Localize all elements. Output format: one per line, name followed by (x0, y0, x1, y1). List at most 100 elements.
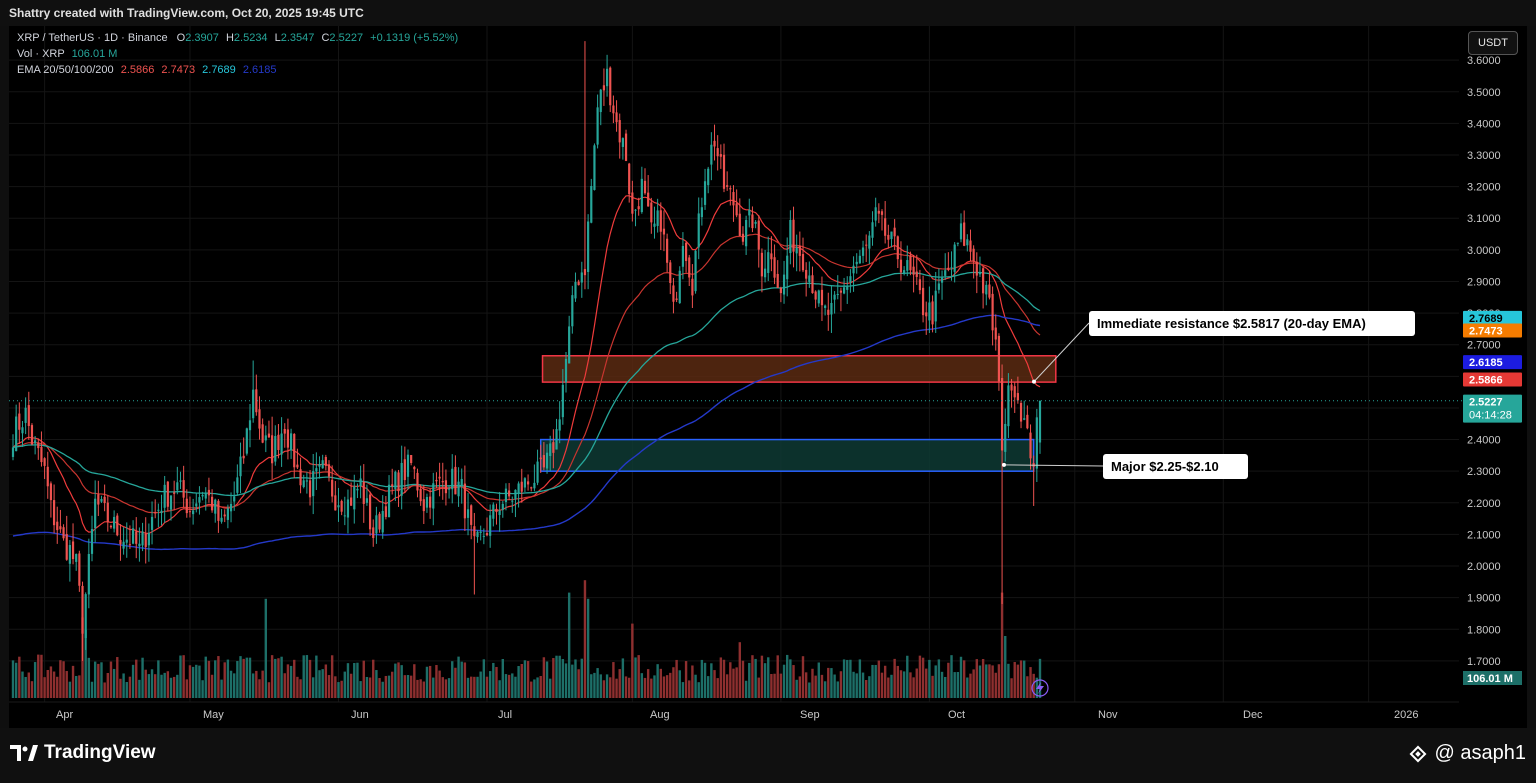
volume-bar (52, 671, 56, 698)
volume-bar (1019, 660, 1023, 698)
volume-bar (163, 672, 166, 698)
chart-header: Shattry created with TradingView.com, Oc… (0, 0, 1536, 26)
volume-bar (422, 681, 425, 698)
candle-body (618, 120, 621, 143)
candle-body (30, 425, 34, 445)
volume-bar (226, 659, 230, 698)
candle-body (163, 484, 166, 508)
volume-bar (432, 677, 435, 698)
volume-bar (1013, 662, 1016, 698)
volume-badge-label: 106.01 M (1467, 673, 1513, 685)
volume-bar (697, 682, 700, 698)
volume-bar (324, 664, 328, 698)
candle-body (255, 389, 258, 413)
candle-body (511, 500, 514, 502)
candle-body (489, 515, 492, 536)
candle-body (874, 207, 877, 221)
support-zone[interactable] (539, 438, 1035, 472)
volume-bar (694, 674, 697, 698)
volume-bar (71, 665, 75, 698)
volume-bar (899, 670, 903, 698)
volume-bar (239, 656, 242, 698)
candle-body (1000, 378, 1004, 451)
footer-bar: TradingView @ asaph1 (0, 728, 1536, 783)
resistance-zone[interactable] (541, 355, 1057, 383)
volume-bar (100, 662, 103, 698)
volume-bar (122, 673, 125, 698)
candle-body (331, 479, 334, 497)
candle-body (49, 483, 53, 501)
candle-body (811, 275, 814, 294)
volume-bar (678, 670, 681, 698)
volume-bar (498, 680, 501, 698)
candle-body (583, 269, 587, 276)
support-annotation-box[interactable] (1103, 454, 1248, 479)
candle-body (454, 466, 457, 495)
lightning-icon[interactable] (1031, 679, 1049, 697)
candle-body (441, 481, 444, 483)
volume-bar (887, 677, 890, 698)
legend-volume-value: 106.01 M (71, 48, 118, 60)
support-annotation-leader (1003, 464, 1104, 467)
price-chart[interactable]: Immediate resistance $2.5817 (20-day EMA… (9, 26, 1527, 728)
volume-bar (349, 673, 353, 698)
price-tick-label: 2.9000 (1467, 276, 1501, 288)
volume-bar (172, 676, 176, 698)
candle-body (492, 504, 495, 519)
volume-bar (688, 680, 691, 698)
candle-body (707, 168, 710, 186)
legend-change: +0.1319 (+5.52%) (370, 32, 459, 44)
tradingview-logo[interactable]: TradingView (10, 742, 156, 764)
candle-body (846, 285, 849, 290)
candle-body (571, 295, 574, 327)
volume-bar (14, 662, 18, 698)
volume-bar (1010, 678, 1013, 698)
volume-bar (368, 677, 372, 698)
tradingview-logo-icon (10, 745, 38, 761)
volume-bar (441, 677, 444, 698)
candle-body (830, 302, 833, 315)
price-tick-label: 3.5000 (1467, 87, 1501, 99)
candle-body (710, 144, 713, 165)
candle-body (564, 358, 568, 383)
volume-bar (56, 676, 59, 698)
volume-bar (150, 669, 154, 698)
price-axis[interactable]: 1.7000 1.8000 1.9000 2.0000 2.1000 2.2000 2.30… (1467, 55, 1501, 668)
candle-body (11, 447, 15, 457)
candle-body (982, 268, 985, 294)
chart-area[interactable]: Immediate resistance $2.5817 (20-day EMA… (9, 26, 1527, 728)
volume-bar (909, 672, 912, 698)
volume-bar (640, 673, 644, 698)
volume-bar (435, 665, 438, 698)
candle-body (647, 192, 650, 207)
candle-body (596, 107, 599, 145)
candle-body (899, 259, 903, 273)
volume-bar (795, 679, 798, 698)
volume-bar (438, 670, 441, 698)
candle-body (429, 496, 432, 508)
price-badge (1463, 372, 1522, 387)
candle-body (934, 290, 937, 322)
ema20-line (12, 195, 1041, 534)
volume-bar (804, 672, 808, 698)
price-tick-label: 2.2000 (1467, 498, 1501, 510)
volume-bar (732, 668, 735, 698)
volume-bar (463, 662, 467, 698)
volume-bar (526, 661, 530, 698)
candle-body (150, 516, 154, 530)
candle-body (419, 489, 422, 502)
candle-body (865, 244, 868, 246)
volume-bar (928, 659, 931, 698)
candle-body (223, 514, 226, 517)
volume-bar (217, 656, 220, 698)
candle-body (201, 494, 204, 497)
candle-body (757, 220, 760, 250)
candle-body (154, 512, 157, 514)
resistance-annotation-box[interactable] (1089, 311, 1415, 336)
candle-body (192, 510, 195, 515)
candle-body (210, 496, 214, 511)
volume-bar (868, 676, 871, 698)
currency-button[interactable]: USDT (1468, 31, 1518, 55)
volume-bar (289, 665, 293, 698)
